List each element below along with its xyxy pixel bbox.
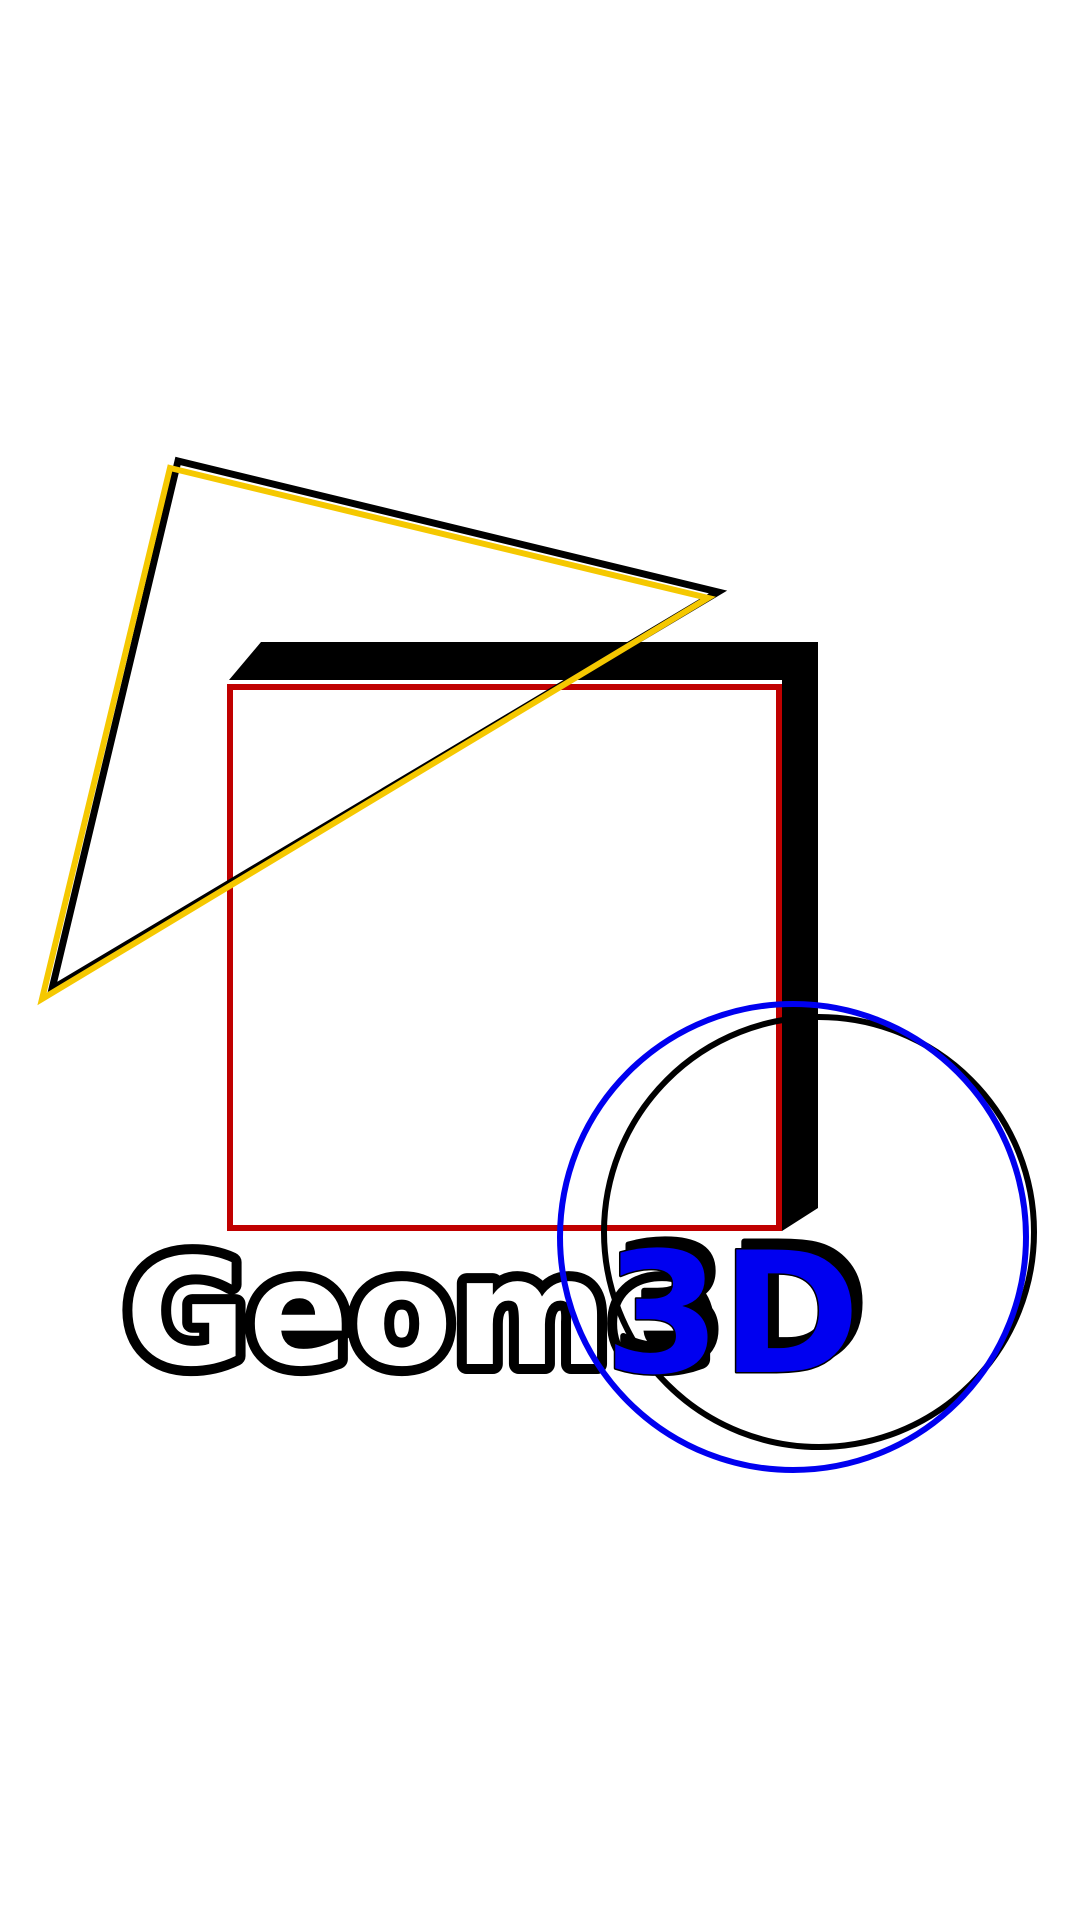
triangle-outline-icon <box>37 456 728 1006</box>
square-outline-icon <box>227 642 818 1231</box>
logo-accent: 3D <box>604 1216 860 1412</box>
triangle-shape <box>37 464 716 1006</box>
circle-shape <box>557 1001 1029 1473</box>
square-extrusion <box>229 642 818 1231</box>
circle-outline-icon <box>557 1001 1037 1473</box>
logo-accent-shadow: 3D <box>612 1208 868 1404</box>
square-shape <box>227 684 782 1231</box>
circle-shadow <box>601 1014 1037 1450</box>
